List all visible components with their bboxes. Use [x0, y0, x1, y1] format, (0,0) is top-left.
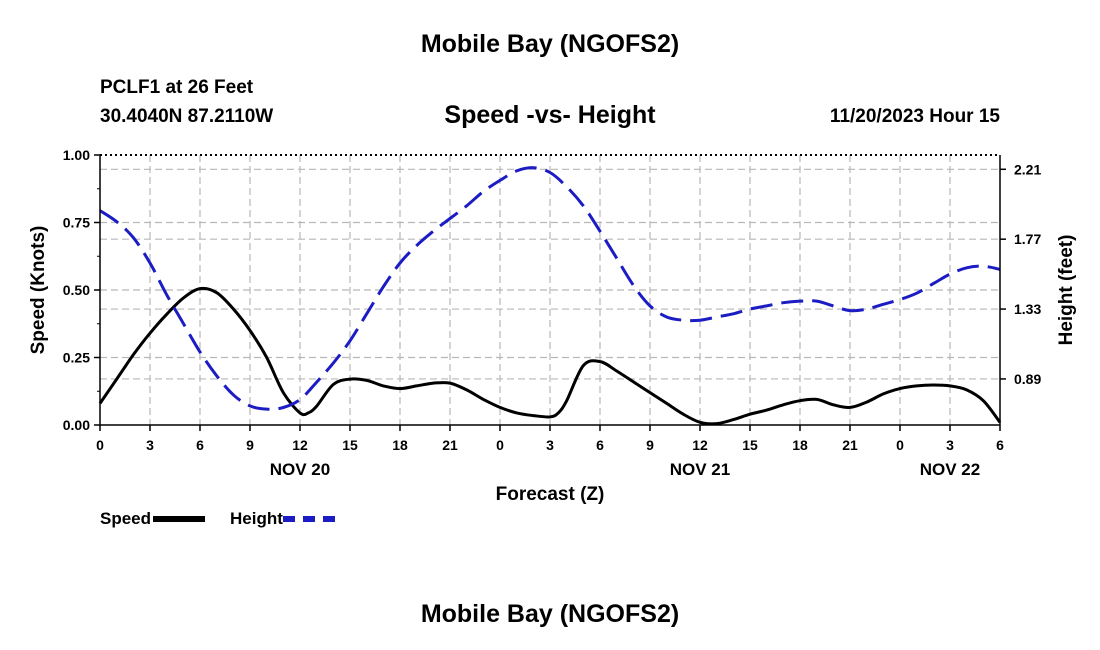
legend-height-label: Height: [230, 509, 283, 528]
axis-labels: Forecast (Z) Speed (Knots) Height (feet): [28, 226, 1077, 505]
legend-speed-label: Speed: [100, 509, 152, 528]
x-tick-label: 6: [996, 437, 1004, 453]
x-tick-label: 21: [442, 437, 458, 453]
x-tick-label: 9: [246, 437, 254, 453]
x-tick-label: 3: [946, 437, 954, 453]
speed-height-chart: 0 3 6 9 12 15 18 21 0 3 6 9 12 15 18 21 0 3 6 NOV 20 NOV 21 N…: [28, 147, 1077, 505]
x-tick-label: 0: [96, 437, 104, 453]
legend-speed: Speed: [100, 509, 206, 529]
height-series-line: [99, 166, 1001, 411]
x-tick-label: 21: [842, 437, 858, 453]
station-name: PCLF1 at 26 Feet: [100, 77, 254, 98]
axes: 0 3 6 9 12 15 18 21 0 3 6 9 12 15 18 21 0 3 6 NOV 20 NOV 21 N…: [63, 147, 1042, 479]
date-label: NOV 22: [920, 460, 980, 479]
date-label: NOV 20: [270, 460, 330, 479]
x-tick-label: 3: [546, 437, 554, 453]
y-tick-label: 0.25: [63, 350, 90, 366]
speed-series-line: [98, 286, 1002, 426]
x-tick-label: 9: [646, 437, 654, 453]
y2-tick-label: 0.89: [1014, 371, 1041, 387]
x-tick-label: 18: [792, 437, 808, 453]
forecast-run-time: 11/20/2023 Hour 15: [829, 106, 1000, 127]
grid: [100, 155, 1000, 425]
x-tick-label: 6: [196, 437, 204, 453]
y2-tick-label: 1.77: [1014, 231, 1041, 247]
bottom-title: Mobile Bay (NGOFS2): [420, 600, 680, 628]
y2-tick-label: 1.33: [1014, 301, 1041, 317]
x-tick-label: 18: [392, 437, 408, 453]
date-label: NOV 21: [670, 460, 730, 479]
y2-axis-label: Height (feet): [1056, 235, 1077, 346]
chart-title: Speed -vs- Height: [444, 101, 656, 129]
legend-height-swatch: [282, 516, 335, 522]
x-tick-label: 3: [146, 437, 154, 453]
x-tick-label: 0: [496, 437, 504, 453]
y-tick-label: 0.75: [63, 215, 90, 231]
y-axis-label: Speed (Knots): [28, 226, 49, 355]
x-tick-label: 6: [596, 437, 604, 453]
y2-tick-label: 2.21: [1014, 161, 1041, 177]
y-tick-label: 0.00: [63, 417, 90, 433]
series-layer: [98, 166, 1002, 426]
y-tick-label: 1.00: [63, 147, 90, 163]
x-tick-label: 12: [692, 437, 708, 453]
x-tick-label: 0: [896, 437, 904, 453]
y-tick-label: 0.50: [63, 282, 90, 298]
legend-height: Height: [230, 509, 335, 529]
x-axis-label: Forecast (Z): [496, 484, 605, 505]
x-tick-label: 15: [342, 437, 358, 453]
legend-speed-swatch: [153, 516, 206, 522]
x-tick-label: 15: [742, 437, 758, 453]
station-coordinates: 30.4040N 87.2110W: [100, 106, 274, 127]
x-tick-label: 12: [292, 437, 308, 453]
main-title: Mobile Bay (NGOFS2): [420, 30, 680, 58]
